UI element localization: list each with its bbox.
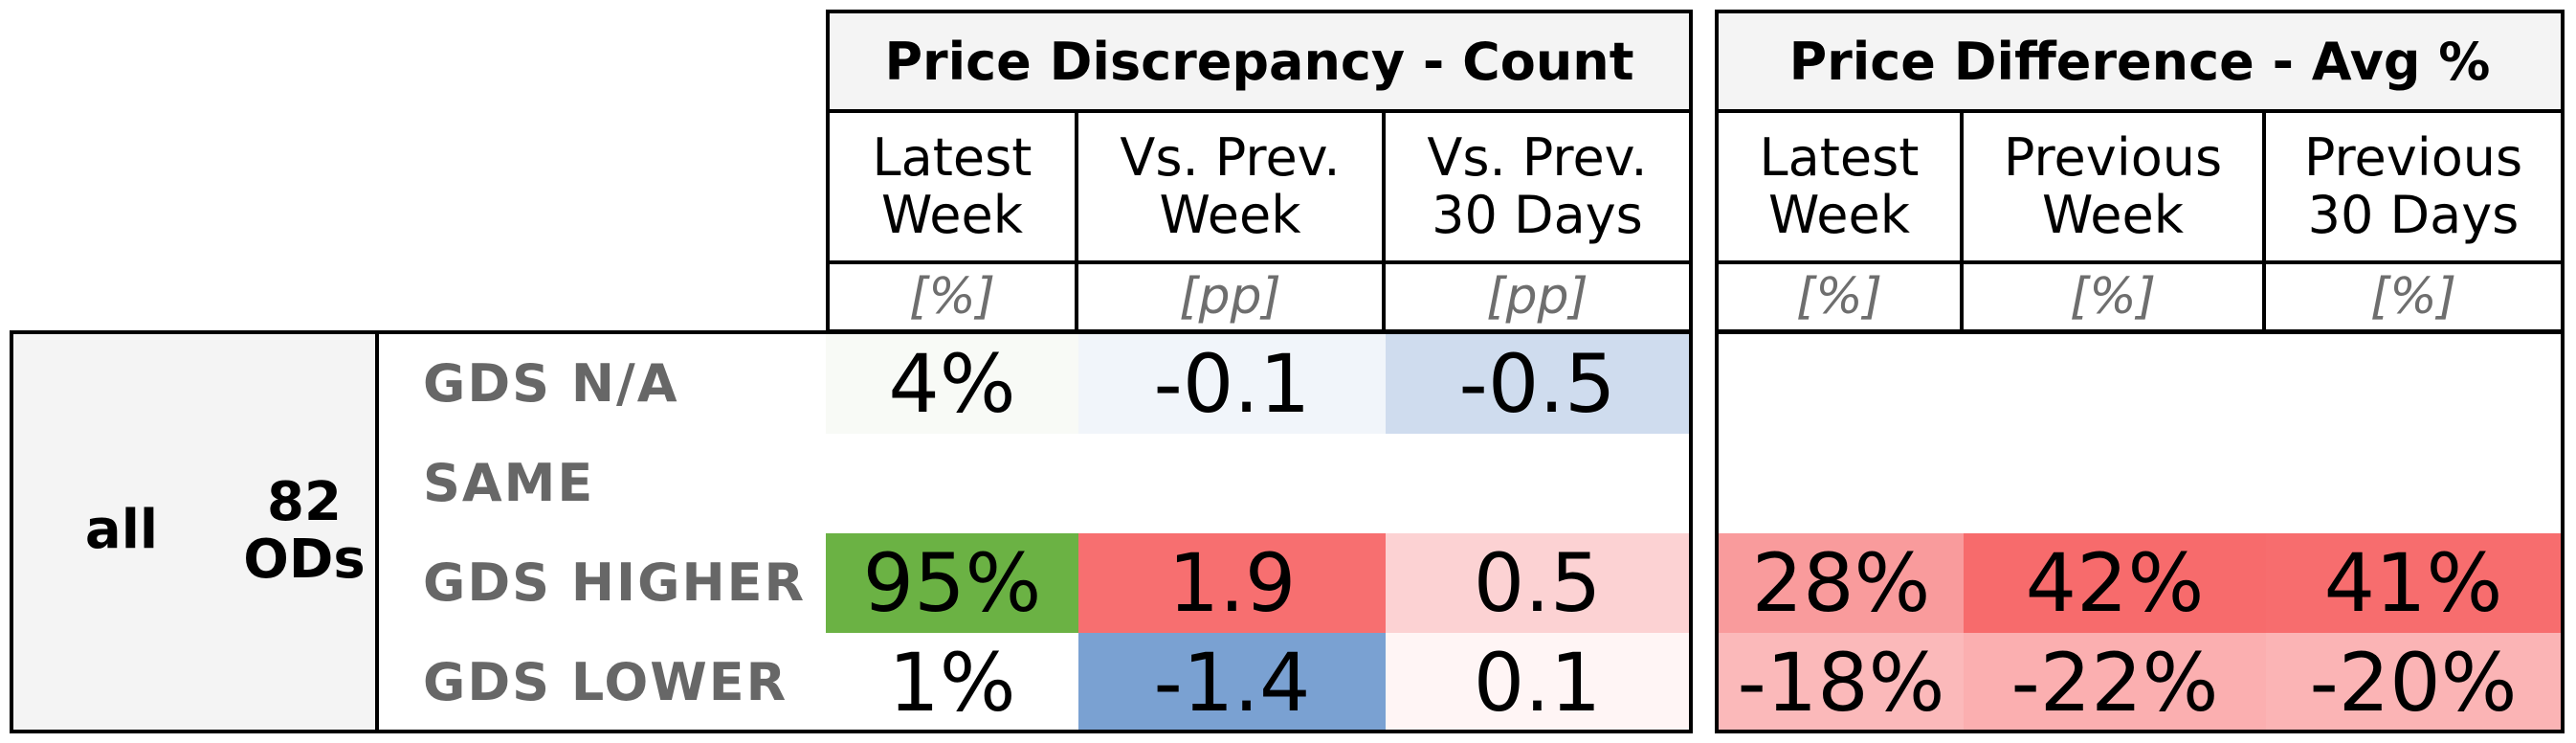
panel-discrepancy-title: Price Discrepancy - Count	[826, 10, 1693, 113]
panel-difference-title-text: Price Difference - Avg %	[1788, 31, 2491, 92]
cell-p2-r4-c2: -22%	[1964, 633, 2266, 732]
cell-p1-r1-c2: -0.1	[1078, 334, 1386, 434]
cell-p1-r1-c1: 4%	[826, 334, 1078, 434]
cell-p2-r3-c2: 42%	[1964, 533, 2266, 633]
cell-p1-r4-c1: 1%	[826, 633, 1078, 732]
cell-p1-r3-c1: 95%	[826, 533, 1078, 633]
cell-p1-r3-c3: 0.5	[1386, 533, 1689, 633]
row-label-gds-na: GDS N/A	[423, 352, 679, 414]
cell-p1-r2-c3	[1386, 434, 1689, 533]
cell-p2-r4-c1: -18%	[1719, 633, 1964, 732]
cell-p1-r3-c2: 1.9	[1078, 533, 1386, 633]
group-count-label: 82 ODs	[243, 471, 366, 591]
cell-p2-r2-c1	[1719, 434, 1964, 533]
unit-previous-30-days: [%]	[2262, 260, 2565, 333]
col-header-latest-week-count: Latest Week	[826, 109, 1078, 264]
row-label-gds-higher: GDS HIGHER	[423, 552, 807, 613]
cell-p2-r3-c3: 41%	[2266, 533, 2561, 633]
cell-p1-r4-c3: 0.1	[1386, 633, 1689, 732]
unit-previous-week: [%]	[1960, 260, 2266, 333]
cell-p1-r4-c2: -1.4	[1078, 633, 1386, 732]
col-header-vs-prev-30-days: Vs. Prev. 30 Days	[1382, 109, 1693, 264]
unit-vs-prev-30-days: [pp]	[1382, 260, 1693, 333]
row-label-same: SAME	[423, 452, 595, 513]
cell-p1-r1-c3: -0.5	[1386, 334, 1689, 434]
col-header-previous-week: Previous Week	[1960, 109, 2266, 264]
cell-p2-r1-c3	[2266, 334, 2561, 434]
unit-latest-week-avg: [%]	[1715, 260, 1964, 333]
cell-p2-r1-c1	[1719, 334, 1964, 434]
group-segment-label: all	[84, 499, 159, 561]
unit-latest-week-count: [%]	[826, 260, 1078, 333]
unit-vs-prev-week: [pp]	[1075, 260, 1386, 333]
cell-p2-r2-c2	[1964, 434, 2266, 533]
col-header-previous-30-days: Previous 30 Days	[2262, 109, 2565, 264]
cell-p2-r2-c3	[2266, 434, 2561, 533]
panel-difference-title: Price Difference - Avg %	[1715, 10, 2565, 113]
body-frame-left	[10, 330, 1693, 733]
cell-p1-r2-c1	[826, 434, 1078, 533]
cell-p2-r3-c1: 28%	[1719, 533, 1964, 633]
group-cell	[11, 330, 379, 732]
cell-p2-r4-c3: -20%	[2266, 633, 2561, 732]
group-divider	[375, 330, 379, 733]
row-label-gds-lower: GDS LOWER	[423, 651, 788, 712]
cell-p2-r1-c2	[1964, 334, 2266, 434]
cell-p1-r2-c2	[1078, 434, 1386, 533]
col-header-latest-week-avg: Latest Week	[1715, 109, 1964, 264]
col-header-vs-prev-week: Vs. Prev. Week	[1075, 109, 1386, 264]
panel-discrepancy-title-text: Price Discrepancy - Count	[884, 31, 1634, 92]
body-frame-right	[1715, 330, 2565, 733]
